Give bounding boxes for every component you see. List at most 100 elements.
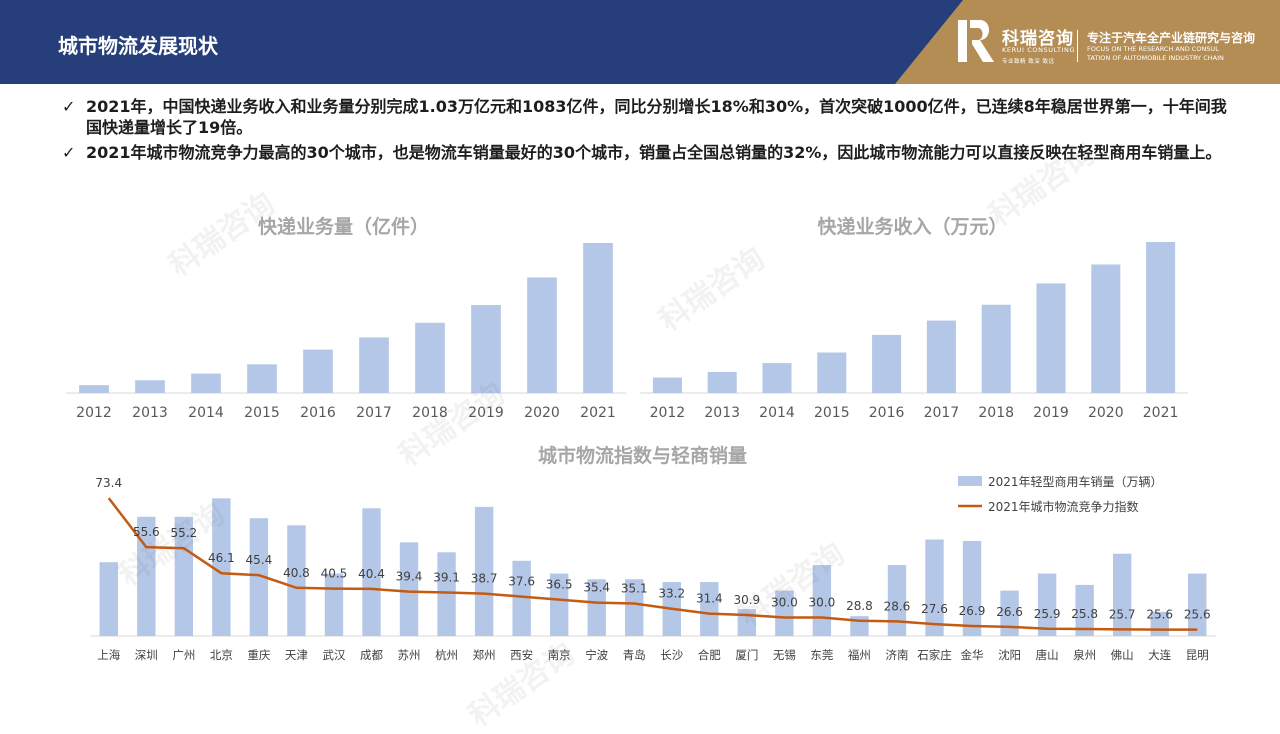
logo-divider	[1077, 30, 1078, 62]
chart-title-express-volume: 快递业务量（亿件）	[257, 216, 429, 238]
legend-line-label: 2021年城市物流竞争力指数	[988, 499, 1139, 514]
city-logistics-chart: 上海 深圳 广州 北京 重庆 天津 武汉 成都 苏州 杭州 郑州 西安 南京 宁波 青岛 长沙 合肥 厦门 无锡 东莞…	[90, 474, 1216, 662]
x-tick-label: 2021	[580, 405, 616, 421]
bar	[925, 539, 944, 636]
x-tick-label: 东莞	[810, 648, 833, 662]
x-tick-label: 长沙	[660, 648, 683, 662]
bar	[399, 542, 419, 636]
x-tick-label: 2013	[132, 405, 168, 421]
bar	[872, 334, 902, 393]
data-label: 26.9	[959, 604, 986, 618]
bar	[99, 562, 118, 636]
data-label: 46.1	[208, 551, 235, 565]
x-tick-label: 2012	[76, 405, 112, 421]
data-label: 30.0	[771, 596, 798, 610]
x-tick-label: 2016	[869, 405, 905, 421]
bar	[362, 508, 381, 636]
x-tick-label: 2015	[244, 405, 280, 421]
bar	[926, 320, 956, 393]
bar	[174, 516, 194, 636]
x-tick-label: 泉州	[1073, 648, 1096, 662]
bar	[587, 579, 606, 636]
x-tick-label: 2020	[1088, 405, 1124, 421]
bar	[700, 582, 719, 636]
x-tick-label: 昆明	[1186, 648, 1209, 662]
x-tick-label: 苏州	[398, 648, 421, 662]
x-tick-label: 2016	[300, 405, 336, 421]
bar	[762, 363, 792, 393]
x-tick-label: 成都	[360, 648, 383, 662]
bar	[474, 506, 494, 636]
bar	[359, 337, 389, 393]
index-line	[107, 497, 1198, 631]
bar	[212, 498, 231, 636]
chart-title-city-logistics: 城市物流指数与轻商销量	[537, 445, 747, 467]
x-tick-label: 济南	[885, 648, 908, 662]
data-label: 31.4	[696, 592, 723, 606]
data-label: 40.8	[283, 566, 310, 580]
bar	[737, 609, 757, 636]
bar	[583, 243, 613, 393]
bar	[625, 579, 644, 636]
bar	[191, 373, 221, 393]
x-tick-label: 佛山	[1111, 648, 1134, 662]
chart-title-express-revenue: 快递业务收入（万元）	[817, 216, 1008, 238]
bar	[287, 525, 306, 636]
bar	[79, 385, 109, 393]
data-label: 36.5	[546, 578, 573, 592]
data-label: 25.7	[1109, 607, 1136, 621]
bar	[1037, 573, 1057, 636]
x-tick-label: 上海	[97, 648, 120, 662]
x-tick-label: 2018	[978, 405, 1014, 421]
bar	[527, 277, 557, 393]
bar	[549, 573, 569, 636]
x-tick-label: 福州	[848, 648, 871, 662]
bar	[1091, 264, 1121, 393]
bar	[437, 552, 456, 636]
x-tick-label: 2013	[704, 405, 740, 421]
bar	[652, 377, 682, 393]
x-tick-label: 2020	[524, 405, 560, 421]
bar	[415, 322, 445, 393]
slogan-english-line-2: TATION OF AUTOMOBILE INDUSTRY CHAIN	[1087, 53, 1224, 62]
bar	[1112, 553, 1132, 636]
logo-english: KERUI CONSULTING	[1002, 46, 1076, 54]
bar	[1000, 590, 1019, 636]
bar	[324, 573, 344, 636]
x-tick-label: 合肥	[698, 648, 721, 662]
x-tick-label: 2015	[814, 405, 850, 421]
bar	[1146, 242, 1176, 393]
bullet-text: 2021年，中国快递业务收入和业务量分别完成1.03万亿元和1083亿件，同比分…	[86, 97, 1227, 137]
bar	[471, 305, 501, 393]
x-tick-label: 南京	[548, 648, 571, 662]
bar	[1075, 584, 1094, 636]
x-tick-label: 2017	[924, 405, 960, 421]
data-label: 55.2	[170, 526, 197, 540]
data-label: 45.4	[246, 553, 273, 567]
logo-name: 科瑞咨询	[1002, 29, 1074, 49]
data-label: 28.8	[846, 599, 873, 613]
slogan: 专注于汽车全产业链研究与咨询	[1087, 31, 1256, 45]
data-label: 33.2	[658, 587, 685, 601]
bar	[817, 352, 847, 393]
x-tick-label: 宁波	[585, 648, 608, 662]
x-tick-label: 大连	[1148, 648, 1171, 662]
bullet-item: ✓ 2021年城市物流竞争力最高的30个城市，也是物流车销量最好的30个城市，销…	[62, 142, 1232, 163]
x-tick-label: 重庆	[247, 648, 270, 662]
data-label: 37.6	[508, 575, 535, 589]
bar	[303, 349, 333, 393]
bullet-item: ✓ 2021年，中国快递业务收入和业务量分别完成1.03万亿元和1083亿件，同…	[62, 96, 1232, 138]
bar	[135, 380, 165, 393]
bar	[1188, 573, 1207, 636]
data-label: 27.6	[921, 602, 948, 616]
summary-bullets: ✓ 2021年，中国快递业务收入和业务量分别完成1.03万亿元和1083亿件，同…	[62, 96, 1232, 167]
checkmark-icon: ✓	[62, 97, 76, 116]
x-tick-label: 2019	[1033, 405, 1069, 421]
bar	[247, 364, 277, 393]
x-tick-label: 郑州	[473, 648, 496, 662]
bar	[962, 540, 982, 636]
express-revenue-chart: 2012 2013 2014 2015 2016 2017 2018 2019 2020 2021	[640, 242, 1188, 421]
data-label: 55.6	[133, 525, 160, 539]
data-label: 28.6	[884, 599, 911, 613]
slogan-english-line-1: FOCUS ON THE RESEARCH AND CONSUL	[1087, 45, 1219, 53]
